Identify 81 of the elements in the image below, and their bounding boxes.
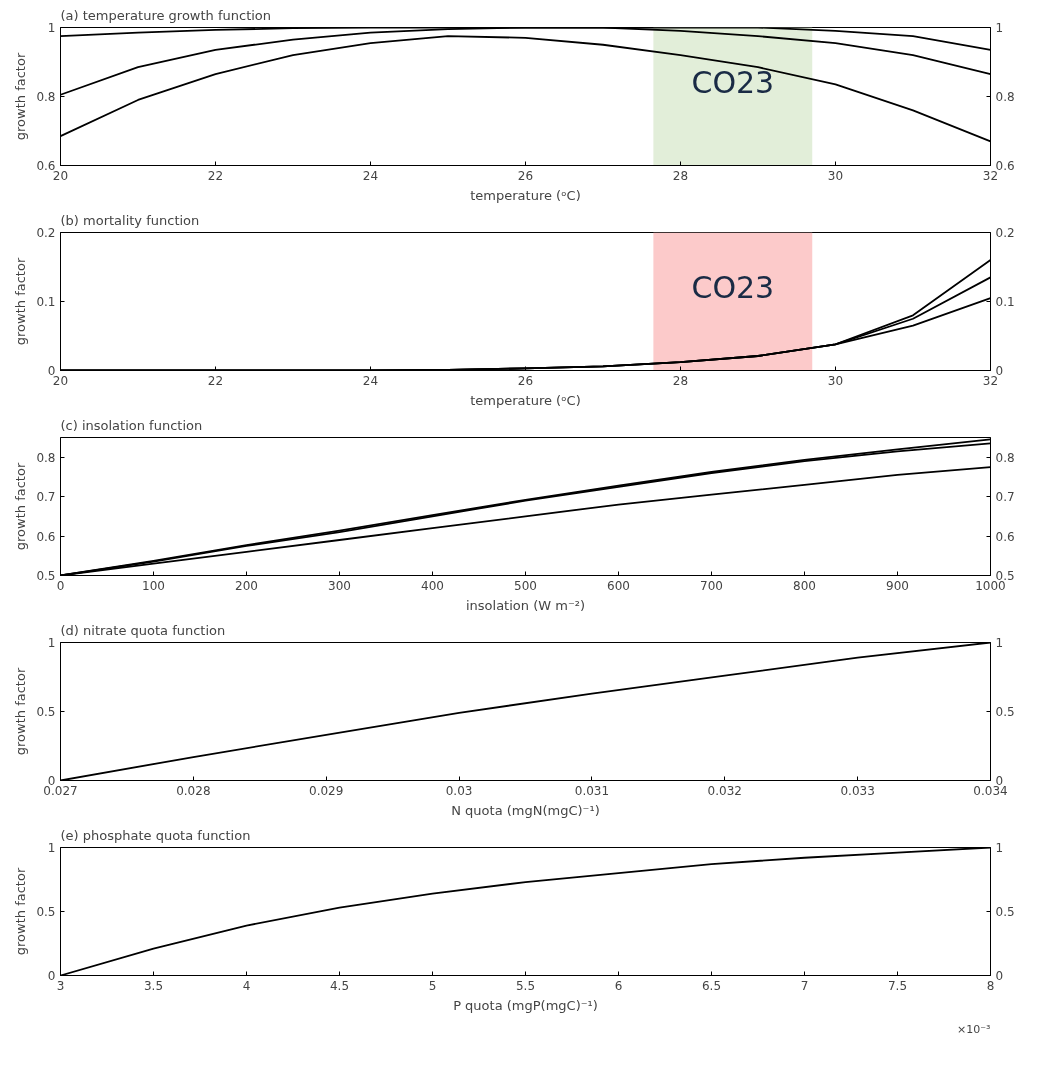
y2-tick-label: 0.7 — [995, 490, 1015, 505]
x-tick-label: 800 — [793, 578, 816, 593]
x-tick-label: 3.5 — [143, 978, 164, 993]
x-tick-label: 0.029 — [309, 783, 344, 798]
y2-tick-label: 0.8 — [995, 450, 1015, 465]
y2-tick-label: 1 — [995, 636, 1004, 650]
x-tick-label: 8 — [986, 978, 995, 993]
y-axis-title: growth factor — [13, 667, 29, 756]
y-tick-label: 0.5 — [36, 705, 56, 719]
y-tick-label: 0.6 — [36, 529, 56, 544]
y2-tick-label: 0.2 — [995, 226, 1015, 240]
chart-title: (a) temperature growth function — [60, 7, 272, 23]
x-tick-label: 24 — [362, 168, 379, 183]
x-tick-label: 26 — [517, 373, 534, 388]
x-tick-label: 24 — [362, 373, 379, 388]
y-axis-title: growth factor — [13, 257, 29, 346]
y2-tick-label: 0.8 — [995, 90, 1015, 104]
x-axis-title: temperature (ᵒC) — [470, 187, 581, 203]
x-tick-label: 32 — [982, 373, 999, 388]
x-tick-label: 400 — [421, 578, 444, 593]
x-axis-title: insolation (W m⁻²) — [465, 597, 586, 613]
y2-tick-label: 1 — [995, 841, 1004, 855]
y2-tick-label: 0.1 — [995, 295, 1015, 309]
y-axis-title: growth factor — [13, 867, 29, 956]
x-tick-label: 600 — [607, 578, 630, 593]
y-axis-title: growth factor — [13, 52, 29, 141]
chart-title: (e) phosphate quota function — [60, 827, 251, 843]
x-tick-label: 7.5 — [887, 978, 908, 993]
x-tick-label: 6 — [614, 978, 623, 993]
x-tick-label: 22 — [207, 373, 224, 388]
x-tick-label: 3 — [56, 978, 65, 993]
x-tick-label: 5.5 — [515, 978, 536, 993]
x-tick-label: 6.5 — [701, 978, 722, 993]
x-axis-title: N quota (mgN(mgC)⁻¹) — [451, 802, 600, 818]
x-tick-label: 300 — [328, 578, 351, 593]
x-tick-label: 100 — [142, 578, 165, 593]
x-tick-label: 500 — [514, 578, 537, 593]
x-tick-label: 0.033 — [840, 783, 875, 798]
y2-tick-label: 0.6 — [995, 529, 1015, 544]
y-tick-label: 0.2 — [36, 226, 56, 240]
x-tick-label: 5 — [428, 978, 437, 993]
text: ×10⁻³ — [957, 1022, 991, 1036]
y-tick-label: 0.7 — [36, 490, 56, 505]
band-label: CO23 — [691, 65, 775, 101]
y2-tick-label: 0.5 — [995, 705, 1015, 719]
x-tick-label: 4 — [242, 978, 251, 993]
x-tick-label: 28 — [672, 373, 689, 388]
chart-title: (c) insolation function — [60, 417, 203, 433]
x-tick-label: 0.03 — [445, 783, 473, 798]
y2-tick-label: 0.5 — [995, 905, 1015, 919]
x-tick-label: 30 — [827, 373, 844, 388]
y2-tick-label: 0 — [995, 969, 1004, 983]
x-tick-label: 0.028 — [176, 783, 211, 798]
chart-title: (d) nitrate quota function — [60, 622, 226, 638]
x-tick-label: 32 — [982, 168, 999, 183]
x-tick-label: 900 — [886, 578, 909, 593]
y2-tick-label: 1 — [995, 21, 1004, 35]
y-axis-title: growth factor — [13, 462, 29, 551]
x-axis-title: P quota (mgP(mgC)⁻¹) — [453, 997, 598, 1013]
x-tick-label: 22 — [207, 168, 224, 183]
band-label: CO23 — [691, 270, 775, 306]
x-tick-label: 200 — [235, 578, 258, 593]
y-tick-label: 0.5 — [36, 905, 56, 919]
x-tick-label: 0.031 — [574, 783, 610, 798]
chart-title: (b) mortality function — [60, 212, 200, 228]
x-tick-label: 700 — [700, 578, 723, 593]
y-tick-label: 1 — [47, 841, 56, 855]
y-tick-label: 1 — [47, 636, 56, 650]
x-tick-label: 26 — [517, 168, 534, 183]
y-tick-label: 1 — [47, 21, 56, 35]
y-tick-label: 0.5 — [36, 569, 56, 583]
x-axis-title: temperature (ᵒC) — [470, 392, 581, 408]
y-tick-label: 0 — [47, 969, 56, 983]
y-tick-label: 0.8 — [36, 90, 56, 104]
x-tick-label: 28 — [672, 168, 689, 183]
x-tick-label: 0.032 — [707, 783, 742, 798]
y-tick-label: 0.8 — [36, 450, 56, 465]
x-tick-label: 30 — [827, 168, 844, 183]
x-tick-label: 4.5 — [329, 978, 350, 993]
y-tick-label: 0.1 — [36, 295, 56, 309]
x-tick-label: 7 — [800, 978, 809, 993]
